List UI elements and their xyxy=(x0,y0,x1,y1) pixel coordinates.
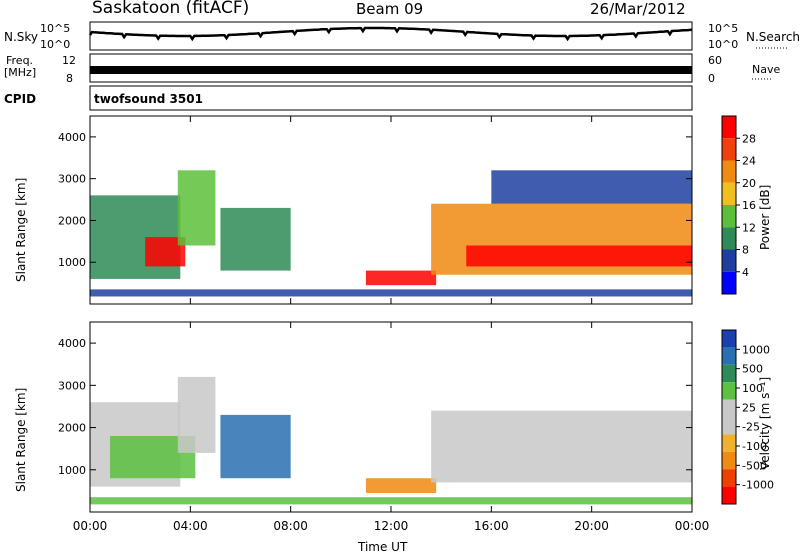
velocity-panel-colorbar-cell-8 xyxy=(722,469,736,487)
nave-tick-low: 0 xyxy=(708,72,715,85)
xtick-label-0: 00:00 xyxy=(73,519,108,533)
nsearch-tick-low: 10^0 xyxy=(708,38,739,51)
power-panel-colorbar-label-5: 24 xyxy=(742,155,756,168)
velocity-panel-colorbar-cell-3 xyxy=(722,382,736,400)
freq-label: Freq. xyxy=(6,54,34,67)
nsky-label: N.Sky xyxy=(4,30,39,44)
power-panel-ytick-label-2: 3000 xyxy=(58,173,86,186)
xtick-label-5: 20:00 xyxy=(574,519,609,533)
velocity-panel-region-4 xyxy=(365,478,437,493)
beam-title: Beam 09 xyxy=(356,0,424,18)
velocity-panel-colorbar-label-1: 500 xyxy=(742,363,763,376)
velocity-panel-ytick-label-1: 2000 xyxy=(58,422,86,435)
velocity-panel-region-2 xyxy=(177,376,216,453)
velocity-panel-colorbar-label-0: 1000 xyxy=(742,343,770,356)
nsearch-label: N.Search xyxy=(746,30,800,44)
xtick-label-2: 08:00 xyxy=(273,519,308,533)
cpid-panel-frame xyxy=(89,85,693,111)
power-panel-colorbar-cell-1 xyxy=(722,138,736,161)
power-panel-colorbar-cell-3 xyxy=(722,182,736,205)
velocity-panel-colorbar-cell-6 xyxy=(722,434,736,452)
power-panel-colorbar-label-3: 16 xyxy=(742,199,756,212)
velocity-panel-colorbar-cell-5 xyxy=(722,417,736,435)
power-panel-region-6 xyxy=(466,245,692,267)
nsky-tick-high: 10^5 xyxy=(40,22,71,35)
cpid-label: CPID xyxy=(4,92,37,106)
date-title: 26/Mar/2012 xyxy=(590,0,686,18)
power-panel-colorbar-cell-5 xyxy=(722,227,736,250)
velocity-panel-colorbar-frame xyxy=(721,329,737,505)
velocity-panel-colorbar-label-7: -1000 xyxy=(742,479,774,492)
power-panel-ytick-label-3: 4000 xyxy=(58,131,86,144)
velocity-panel-colorbar-cell-2 xyxy=(722,364,736,383)
nsky-trace xyxy=(88,26,693,42)
power-panel-region-2 xyxy=(177,170,216,246)
x-axis-label: Time UT xyxy=(358,540,408,554)
station-title: Saskatoon (fitACF) xyxy=(92,0,250,18)
power-panel-colorbar-cell-0 xyxy=(722,116,736,139)
power-panel-ytick-label-1: 2000 xyxy=(58,214,86,227)
velocity-panel-colorbar-label-6: -500 xyxy=(742,459,767,472)
power-panel-colorbar-label-0: 4 xyxy=(742,266,749,279)
power-panel-region-4 xyxy=(365,270,437,286)
nave-tick-high: 60 xyxy=(708,54,722,67)
power-panel-colorbar-label-4: 20 xyxy=(742,177,756,190)
velocity-panel-colorbar-label-5: -100 xyxy=(742,440,767,453)
xtick-label-6: 00:00 xyxy=(675,519,710,533)
power-panel-colorbar-cell-6 xyxy=(722,249,736,272)
velocity-panel-region-6 xyxy=(90,497,692,505)
velocity-panel-colorbar-cell-0 xyxy=(722,330,736,348)
velocity-panel-colorbar-label-3: 25 xyxy=(742,401,756,414)
velocity-panel-colorbar-cell-1 xyxy=(722,347,736,365)
freq-unit: [MHz] xyxy=(4,66,37,79)
freq-trace xyxy=(90,66,692,74)
velocity-panel-colorbar-cell-9 xyxy=(722,486,736,504)
velocity-panel-colorbar-cell-7 xyxy=(722,451,736,470)
xtick-label-3: 12:00 xyxy=(374,519,409,533)
power-panel-colorbar-label-1: 8 xyxy=(742,244,749,257)
cpid-value: twofsound 3501 xyxy=(94,92,203,106)
velocity-panel-region-3 xyxy=(220,414,291,479)
power-panel-region-8 xyxy=(90,289,692,297)
power-panel-region-7 xyxy=(491,170,692,204)
xtick-label-4: 16:00 xyxy=(474,519,509,533)
power-panel-region-3 xyxy=(220,207,291,271)
power-panel-colorbar-cell-2 xyxy=(722,160,736,183)
freq-tick-low: 8 xyxy=(66,72,73,85)
velocity-panel-colorbar-label-4: -25 xyxy=(742,421,760,434)
velocity-panel-ytick-label-3: 4000 xyxy=(58,337,86,350)
power-panel-colorbar-label-6: 28 xyxy=(742,132,756,145)
velocity-panel-colorbar-cell-4 xyxy=(722,399,736,417)
velocity-panel-colorbar-label-2: 100 xyxy=(742,382,763,395)
power-panel-ytick-label-0: 1000 xyxy=(58,256,86,269)
velocity-panel-region-5 xyxy=(431,410,692,483)
velocity-panel-ytick-label-2: 3000 xyxy=(58,379,86,392)
nave-label: Nave xyxy=(752,63,781,76)
power-panel-colorbar-label-2: 12 xyxy=(742,221,756,234)
nsky-panel-frame xyxy=(89,21,693,51)
nsearch-tick-high: 10^5 xyxy=(708,22,739,35)
power-panel-colorbar-cell-7 xyxy=(722,271,736,294)
velocity-panel-ytick-label-0: 1000 xyxy=(58,464,86,477)
power-panel-colorbar-cell-4 xyxy=(722,205,736,228)
freq-tick-high: 12 xyxy=(62,54,76,67)
nsky-tick-low: 10^0 xyxy=(40,38,71,51)
xtick-label-1: 04:00 xyxy=(173,519,208,533)
